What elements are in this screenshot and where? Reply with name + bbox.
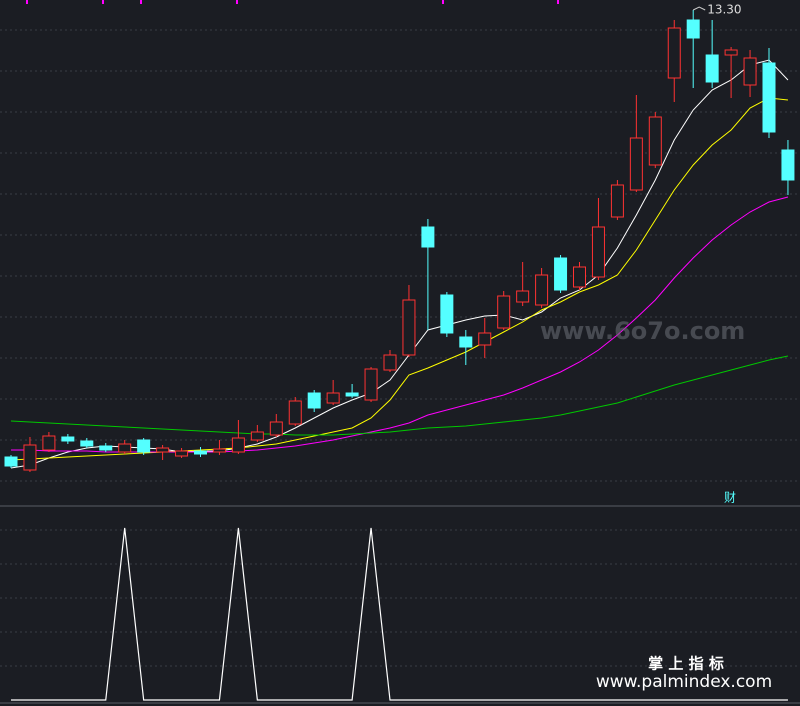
marker-text: 财: [724, 491, 736, 505]
moving-average: [10, 97, 789, 461]
candle-body: [535, 274, 549, 306]
candle-body: [326, 392, 340, 404]
candle-body: [383, 354, 397, 371]
indicator-line: [11, 527, 788, 701]
candle-body: [724, 49, 738, 56]
candle-body: [743, 57, 757, 86]
candle-body: [4, 456, 18, 467]
candle-body: [781, 149, 795, 181]
candle-body: [497, 295, 511, 329]
candle-body: [440, 294, 454, 334]
candle-body: [61, 436, 75, 442]
candle-body: [421, 226, 435, 248]
candle-body: [554, 257, 568, 291]
moving-average: [10, 355, 789, 436]
candle-body: [591, 226, 605, 278]
candle-body: [629, 137, 643, 191]
candle-body: [307, 392, 321, 409]
candle-body: [364, 368, 378, 401]
watermark-brand: 掌 上 指 标: [648, 655, 724, 673]
candle-body: [686, 19, 700, 39]
candle-body: [156, 447, 170, 453]
candle-body: [573, 266, 586, 288]
candle-body: [212, 448, 226, 453]
candle-body: [99, 445, 113, 451]
candle-body: [402, 299, 416, 356]
candle-body: [269, 421, 283, 436]
moving-average: [10, 59, 789, 469]
candle-body: [345, 392, 359, 397]
watermark-site: www.6o7o.com: [540, 317, 745, 345]
candle-body: [250, 431, 264, 441]
candle-body: [610, 184, 624, 218]
candle-body: [648, 116, 662, 166]
candle-body: [762, 62, 776, 133]
candle-body: [118, 443, 132, 453]
candle-body: [80, 440, 94, 447]
candle-body: [23, 444, 37, 471]
candle-body: [516, 290, 530, 303]
candle-body: [478, 332, 492, 346]
candle-body: [459, 336, 473, 348]
candle-body: [194, 450, 207, 455]
annotation-label: 13.30: [707, 3, 741, 17]
candle-body: [42, 435, 56, 451]
layout: [0, 505, 800, 704]
candle-body: [288, 400, 302, 425]
watermark-url: www.palmindex.com: [596, 672, 772, 692]
candle-body: [705, 54, 719, 83]
candle-body: [667, 27, 681, 79]
annotation-pointer: [692, 6, 706, 11]
candle-body: [175, 450, 189, 457]
candle-body: [231, 437, 245, 453]
candle-body: [137, 439, 151, 453]
